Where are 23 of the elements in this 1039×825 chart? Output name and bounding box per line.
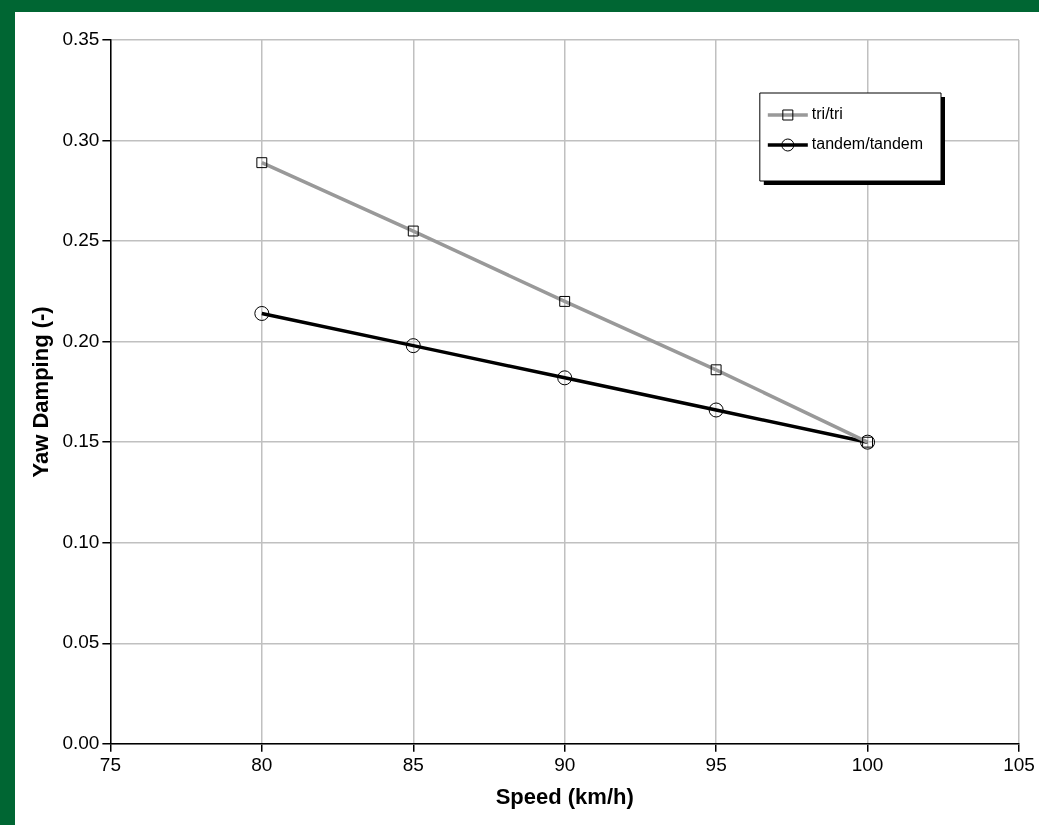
x-tick-label: 85 [402, 754, 424, 776]
point [557, 370, 573, 386]
x-axis-title: Speed (km/h) [495, 783, 634, 809]
x-tick-label: 105 [1003, 754, 1035, 776]
y-tick-label: 0.25 [62, 229, 100, 251]
point [708, 402, 724, 418]
x-tick-label: 80 [251, 754, 273, 776]
y-tick-label: 0.15 [62, 430, 100, 452]
y-tick-label: 0.00 [62, 732, 100, 754]
x-tick-label: 95 [705, 754, 727, 776]
legend-label: tandem/tandem [811, 135, 924, 153]
legend-label: tri/tri [811, 105, 843, 123]
y-tick-label: 0.30 [62, 128, 100, 150]
y-axis-title: Yaw Damping (-) [28, 306, 54, 478]
y-tick-label: 0.10 [62, 530, 100, 552]
y-tick-label: 0.05 [62, 631, 100, 653]
x-tick-label: 75 [99, 754, 121, 776]
point [254, 305, 270, 321]
y-tick-label: 0.35 [62, 28, 100, 50]
x-tick-label: 90 [554, 754, 576, 776]
y-tick-label: 0.20 [62, 329, 100, 351]
x-tick-label: 100 [851, 754, 884, 776]
point [405, 338, 421, 354]
